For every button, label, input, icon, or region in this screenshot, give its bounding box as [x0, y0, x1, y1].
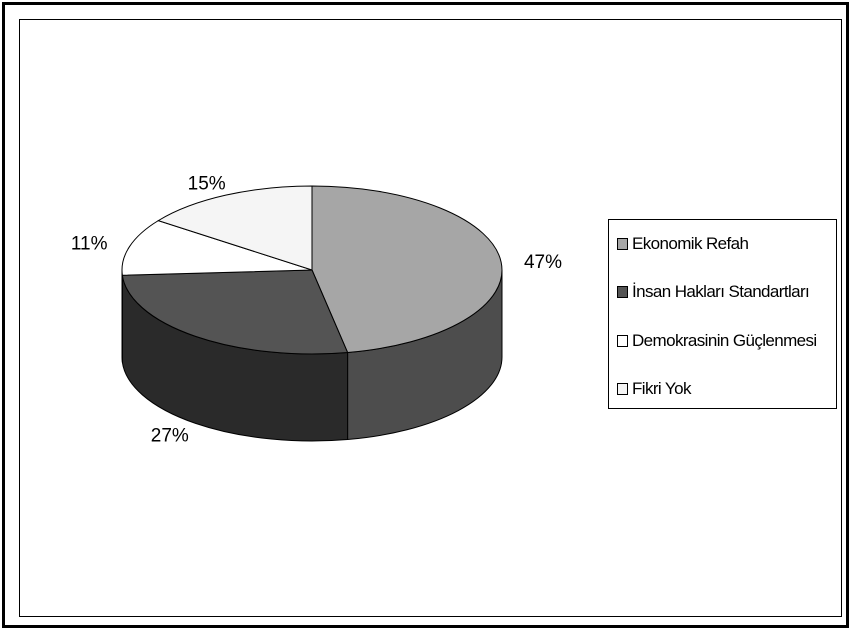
- legend-label: Fikri Yok: [632, 379, 691, 398]
- pie-data-label: 47%: [524, 252, 562, 273]
- legend-item-demokrasi: Demokrasinin Güçlenmesi: [617, 329, 817, 353]
- legend-label: Demokrasinin Güçlenmesi: [632, 331, 817, 350]
- legend-swatch: [617, 286, 628, 298]
- legend-swatch: [617, 238, 628, 250]
- pie-slice: [311, 185, 503, 354]
- pie-slice: [157, 185, 313, 271]
- pie-data-label: 11%: [71, 234, 108, 255]
- legend: Ekonomik Refah İnsan Hakları Standartlar…: [608, 219, 837, 409]
- legend-swatch: [617, 383, 628, 395]
- pie-slice: [121, 269, 349, 355]
- legend-item-insan-haklari: İnsan Hakları Standartları: [617, 280, 810, 304]
- legend-item-ekonomik-refah: Ekonomik Refah: [617, 232, 749, 256]
- legend-swatch: [617, 335, 628, 347]
- pie-data-label: 15%: [188, 174, 226, 195]
- legend-item-fikri-yok: Fikri Yok: [617, 377, 691, 401]
- legend-label: İnsan Hakları Standartları: [632, 282, 810, 301]
- legend-label: Ekonomik Refah: [632, 234, 749, 253]
- pie-slice: [121, 220, 313, 276]
- pie-data-label: 27%: [151, 425, 189, 446]
